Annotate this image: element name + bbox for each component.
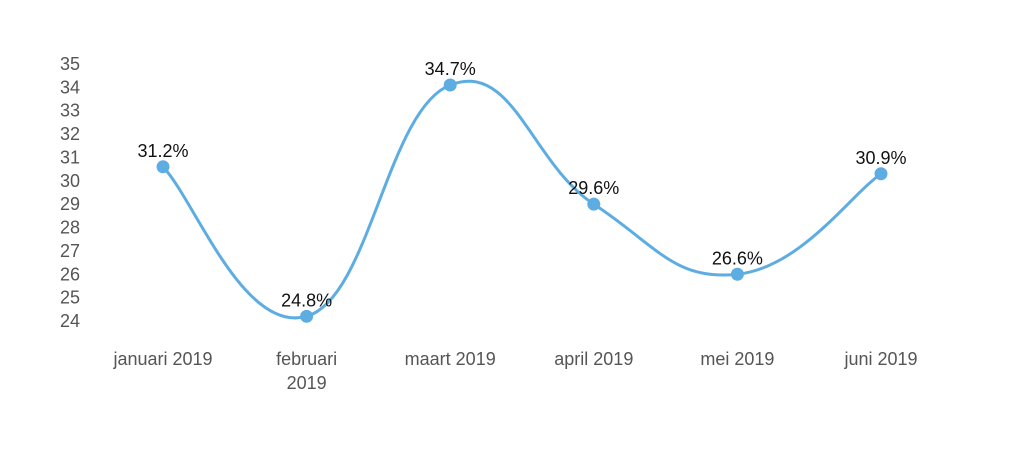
- x-tick-label: mei 2019: [700, 349, 774, 369]
- x-tick-label-line: april 2019: [554, 349, 633, 369]
- x-tick-label: januari 2019: [112, 349, 212, 369]
- x-tick-label-line: februari: [276, 349, 337, 369]
- data-point-marker: [300, 309, 314, 323]
- series-line-group: [161, 79, 883, 320]
- y-tick-label: 31: [60, 147, 80, 167]
- data-point-marker: [874, 167, 888, 181]
- y-tick-label: 30: [60, 171, 80, 191]
- x-axis: januari 2019 februari 2019 maart 2019 april …: [112, 349, 917, 393]
- x-tick-label: juni 2019: [843, 349, 917, 369]
- x-tick-label-line: januari 2019: [112, 349, 212, 369]
- data-label: 24.8%: [281, 290, 332, 310]
- data-points: [156, 78, 888, 323]
- y-tick-label: 26: [60, 264, 80, 284]
- x-tick-label: maart 2019: [405, 349, 496, 369]
- y-tick-label: 27: [60, 241, 80, 261]
- x-tick-label: februari 2019: [276, 349, 337, 393]
- y-tick-label: 25: [60, 288, 80, 308]
- y-tick-label: 33: [60, 101, 80, 121]
- y-tick-label: 28: [60, 218, 80, 238]
- data-point-marker: [156, 160, 170, 174]
- x-tick-label-line: maart 2019: [405, 349, 496, 369]
- data-label: 29.6%: [568, 178, 619, 198]
- x-tick-label-line: mei 2019: [700, 349, 774, 369]
- data-label: 30.9%: [855, 148, 906, 168]
- data-label: 26.6%: [712, 248, 763, 268]
- y-tick-label: 35: [60, 54, 80, 74]
- data-labels: 31.2% 24.8% 34.7% 29.6% 26.6% 30.9%: [137, 59, 906, 310]
- x-tick-label-line: juni 2019: [843, 349, 917, 369]
- y-axis: 24 25 26 27 28 29 30 31 32 33 34 35: [60, 54, 80, 331]
- y-tick-label: 29: [60, 194, 80, 214]
- data-point-marker: [443, 78, 457, 92]
- y-tick-label: 34: [60, 77, 80, 97]
- data-point-marker: [587, 197, 601, 211]
- data-label: 34.7%: [425, 59, 476, 79]
- y-tick-label: 32: [60, 124, 80, 144]
- x-tick-label: april 2019: [554, 349, 633, 369]
- x-tick-label-line: 2019: [287, 373, 327, 393]
- data-point-marker: [730, 267, 744, 281]
- y-tick-label: 24: [60, 311, 80, 331]
- data-label: 31.2%: [137, 141, 188, 161]
- series-line: [161, 79, 883, 320]
